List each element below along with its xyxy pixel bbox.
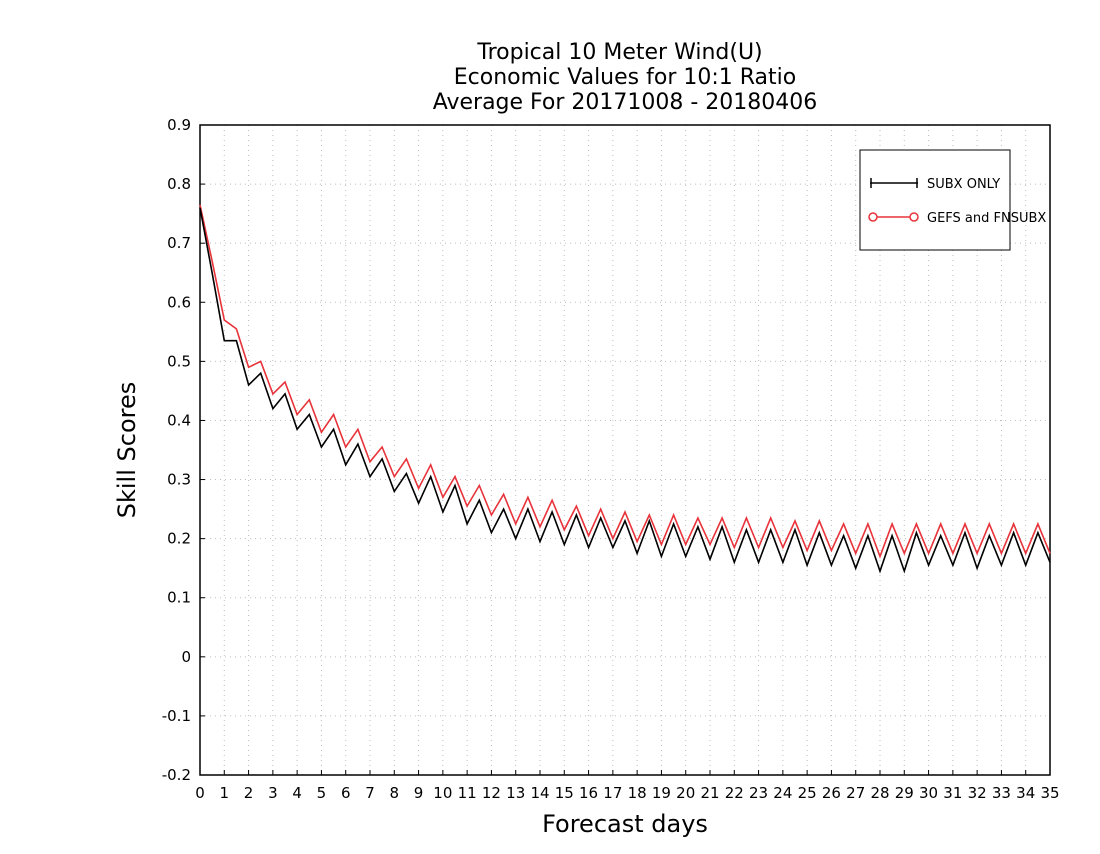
x-tick-label: 11 [458, 784, 477, 802]
x-tick-label: 13 [506, 784, 525, 802]
x-tick-label: 1 [220, 784, 230, 802]
legend: SUBX ONLY GEFS and FNSUBX [859, 149, 1046, 251]
x-tick-label: 35 [1040, 784, 1059, 802]
x-tick-label: 16 [579, 784, 598, 802]
series-line-gefs-fnsubx [199, 204, 1051, 559]
x-tick-label: 10 [433, 784, 452, 802]
x-tick-label: 31 [943, 784, 962, 802]
y-axis-title: Skill Scores [113, 382, 141, 519]
x-tick-label: 15 [555, 784, 574, 802]
x-tick-label: 0 [195, 784, 205, 802]
x-tick-label: 34 [1016, 784, 1035, 802]
x-tick-label: 28 [870, 784, 889, 802]
y-tick-label: 0.9 [167, 116, 191, 134]
legend-box [859, 149, 1011, 251]
x-tick-label: 4 [292, 784, 302, 802]
y-tick-label: 0.5 [167, 352, 191, 370]
x-tick-label: 26 [822, 784, 841, 802]
axis-ticks: 0 1 2 3 4 5 6 7 8 9 10 11 12 13 14 15 16 17 18 19 20 21 22 23 24… [162, 116, 1060, 802]
x-tick-label: 33 [992, 784, 1011, 802]
x-tick-label: 12 [482, 784, 501, 802]
y-tick-label: 0 [181, 648, 191, 666]
chart-title: Tropical 10 Meter Wind(U) Economic Value… [433, 40, 818, 115]
title-line-3: Average For 20171008 - 20180406 [433, 90, 818, 115]
x-tick-label: 25 [798, 784, 817, 802]
x-tick-label: 3 [268, 784, 278, 802]
grid [200, 125, 1050, 775]
x-tick-label: 17 [603, 784, 622, 802]
legend-marker-gefs [868, 212, 878, 222]
x-tick-label: 2 [244, 784, 254, 802]
x-tick-label: 18 [628, 784, 647, 802]
x-tick-label: 19 [652, 784, 671, 802]
x-tick-label: 6 [341, 784, 351, 802]
x-tick-label: 23 [749, 784, 768, 802]
y-tick-label: -0.1 [162, 707, 191, 725]
y-tick-label: 0.2 [167, 530, 191, 548]
legend-label-gefs: GEFS and FNSUBX [927, 211, 1046, 226]
x-tick-label: 9 [414, 784, 424, 802]
x-tick-label: 8 [390, 784, 400, 802]
x-tick-label: 5 [317, 784, 327, 802]
x-tick-label: 20 [676, 784, 695, 802]
x-tick-label: 14 [530, 784, 549, 802]
plot-frame [199, 124, 1051, 776]
y-tick-label: -0.2 [162, 766, 191, 784]
y-tick-label: 0.8 [167, 175, 191, 193]
y-tick-label: 0.7 [167, 234, 191, 252]
x-axis-title: Forecast days [542, 810, 708, 838]
x-tick-label: 22 [725, 784, 744, 802]
x-tick-label: 21 [700, 784, 719, 802]
x-tick-label: 27 [846, 784, 865, 802]
series-line-subx-only [199, 207, 1051, 574]
y-tick-label: 0.6 [167, 293, 191, 311]
legend-marker-gefs-2 [909, 212, 919, 222]
title-line-1: Tropical 10 Meter Wind(U) [476, 40, 762, 65]
y-tick-label: 0.4 [167, 411, 191, 429]
y-tick-label: 0.3 [167, 471, 191, 489]
x-tick-label: 30 [919, 784, 938, 802]
series-lines [199, 204, 1051, 574]
x-tick-label: 7 [365, 784, 375, 802]
x-tick-label: 24 [773, 784, 792, 802]
x-tick-label: 32 [968, 784, 987, 802]
x-tick-label: 29 [895, 784, 914, 802]
y-tick-label: 0.1 [167, 589, 191, 607]
legend-label-subx: SUBX ONLY [927, 177, 1000, 192]
title-line-2: Economic Values for 10:1 Ratio [454, 65, 796, 90]
